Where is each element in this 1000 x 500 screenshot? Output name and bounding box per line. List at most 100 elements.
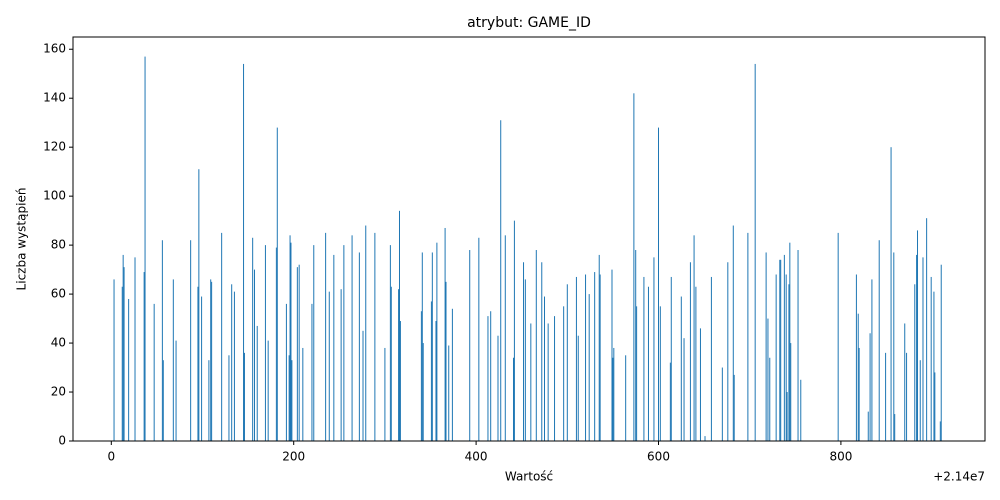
- bar: [893, 252, 895, 441]
- bar: [398, 210, 400, 441]
- bar: [233, 291, 235, 441]
- bar: [721, 367, 723, 441]
- y-tick-label: 80: [51, 238, 66, 252]
- bar: [343, 245, 345, 441]
- bar: [144, 56, 146, 441]
- bar: [530, 323, 532, 441]
- bar: [699, 328, 701, 441]
- bar: [296, 267, 298, 441]
- bar: [930, 276, 932, 441]
- bar: [197, 286, 199, 441]
- bar: [487, 316, 489, 441]
- bar: [500, 120, 502, 442]
- bar: [524, 279, 526, 441]
- bar: [497, 335, 499, 441]
- bar: [922, 257, 924, 441]
- bar: [855, 274, 857, 441]
- bar: [890, 147, 892, 441]
- bar: [933, 291, 935, 441]
- bar: [121, 286, 123, 441]
- bar: [162, 360, 164, 441]
- bar: [588, 294, 590, 441]
- bar: [211, 281, 213, 441]
- bar: [267, 340, 269, 441]
- bar: [444, 227, 446, 441]
- bar: [153, 303, 155, 441]
- bar: [885, 352, 887, 441]
- bar: [143, 272, 145, 441]
- bar: [325, 232, 327, 441]
- bar: [914, 284, 916, 441]
- bar: [939, 421, 941, 441]
- bar: [128, 298, 130, 441]
- bar: [358, 252, 360, 441]
- bar: [523, 262, 525, 441]
- bar: [926, 218, 928, 441]
- bar: [208, 360, 210, 441]
- bar: [767, 318, 769, 441]
- bar: [541, 262, 543, 441]
- bar: [285, 303, 287, 441]
- bar: [302, 347, 304, 441]
- bar: [871, 279, 873, 441]
- bar: [789, 242, 791, 441]
- bar: [311, 303, 313, 441]
- y-tick-label: 40: [51, 336, 66, 350]
- bar: [577, 335, 579, 441]
- bar: [365, 225, 367, 441]
- bar: [113, 279, 115, 441]
- bar: [837, 232, 839, 441]
- bar: [435, 321, 437, 441]
- bar: [210, 279, 212, 441]
- bar: [599, 274, 601, 441]
- bar: [243, 63, 245, 441]
- bar: [754, 63, 756, 441]
- bar: [878, 240, 880, 441]
- bar: [613, 347, 615, 441]
- bar: [291, 360, 293, 441]
- bar: [563, 306, 565, 441]
- bar: [695, 286, 697, 441]
- bar: [783, 254, 785, 441]
- bar: [256, 325, 258, 441]
- x-tick-label: 800: [829, 450, 852, 464]
- bar: [858, 347, 860, 441]
- bar: [775, 274, 777, 441]
- bar: [800, 379, 802, 441]
- bar: [420, 311, 422, 441]
- bar: [780, 259, 782, 441]
- bar: [906, 352, 908, 441]
- bar: [611, 269, 613, 441]
- bar: [399, 321, 401, 441]
- y-tick-label: 60: [51, 287, 66, 301]
- x-tick-label: 0: [107, 450, 115, 464]
- bar: [445, 281, 447, 441]
- bar: [769, 357, 771, 441]
- bar: [362, 330, 364, 441]
- chart-title: atrybut: GAME_ID: [467, 15, 591, 31]
- bar: [894, 414, 896, 441]
- bar: [221, 232, 223, 441]
- bar: [123, 267, 125, 441]
- bar: [275, 247, 277, 441]
- bar: [161, 240, 163, 441]
- y-tick-label: 100: [43, 189, 66, 203]
- x-tick-label: 400: [465, 450, 488, 464]
- bar: [566, 284, 568, 441]
- bar: [857, 313, 859, 441]
- bar: [797, 250, 799, 441]
- bar: [243, 352, 245, 441]
- bar: [436, 242, 438, 441]
- bar: [790, 343, 792, 441]
- bar: [658, 127, 660, 442]
- bar: [594, 272, 596, 441]
- bar: [333, 254, 335, 441]
- bar: [635, 250, 637, 441]
- bar: [198, 169, 200, 441]
- bar: [490, 311, 492, 441]
- bar: [276, 127, 278, 442]
- bar: [172, 279, 174, 441]
- y-axis-label: Liczba wystąpień: [15, 188, 29, 291]
- y-tick-label: 160: [43, 42, 66, 56]
- bar: [643, 276, 645, 441]
